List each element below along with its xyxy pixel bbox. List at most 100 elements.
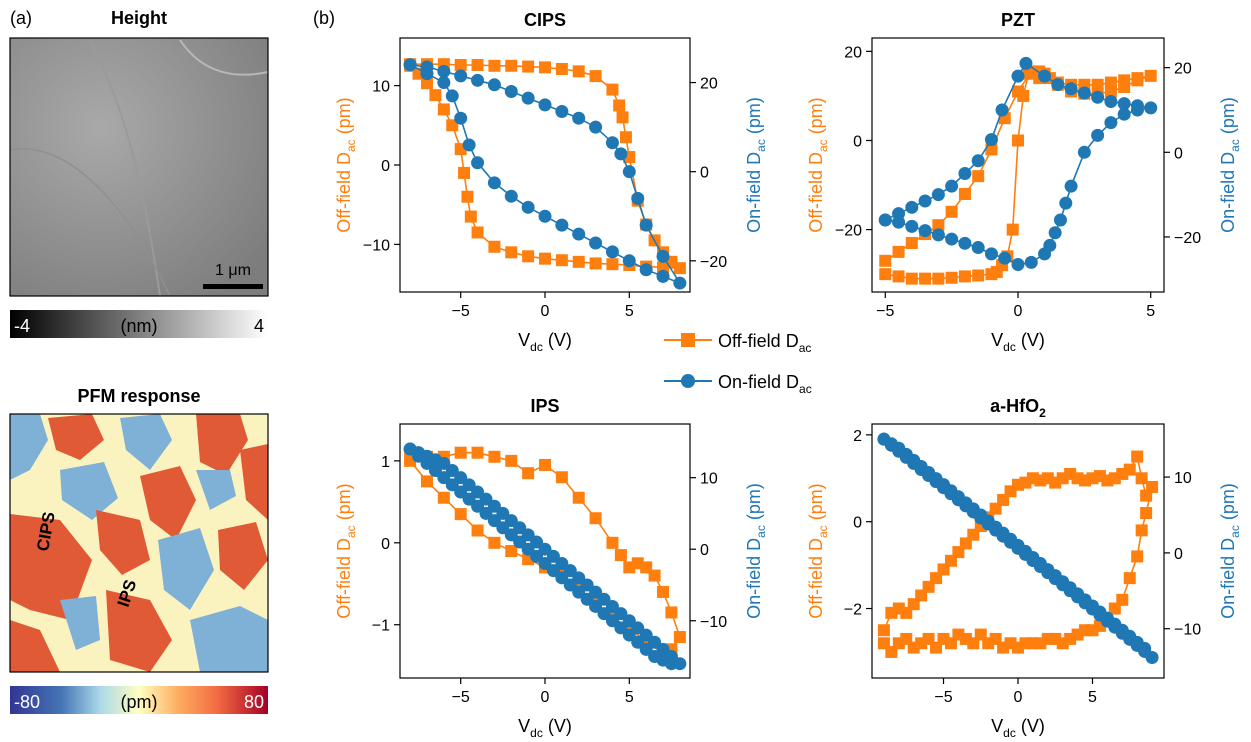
on-field-point bbox=[555, 219, 568, 232]
off-field-point bbox=[606, 84, 618, 96]
y-right-tick-label: 0 bbox=[1174, 145, 1183, 162]
on-field-point bbox=[437, 76, 450, 89]
off-field-point bbox=[959, 270, 971, 282]
off-field-point bbox=[893, 246, 905, 258]
off-field-point bbox=[472, 59, 484, 71]
off-field-point bbox=[472, 447, 484, 459]
y-left-axis-label: Off-field Dac (pm) bbox=[806, 483, 830, 618]
legend: Off-field Dac On-field Dac bbox=[664, 331, 812, 396]
off-field-point bbox=[1146, 481, 1158, 493]
off-field-point bbox=[488, 537, 500, 549]
on-field-point bbox=[463, 138, 476, 151]
y-right-tick-label: −10 bbox=[1174, 622, 1201, 639]
on-field-point bbox=[505, 190, 518, 203]
y-left-tick-label: 2 bbox=[853, 428, 862, 445]
on-field-point bbox=[623, 254, 636, 267]
x-tick-label: 0 bbox=[1014, 303, 1023, 320]
on-field-point bbox=[640, 263, 653, 276]
off-field-point bbox=[1124, 464, 1136, 476]
y-right-tick-label: 0 bbox=[1174, 546, 1183, 563]
off-field-point bbox=[1118, 74, 1130, 86]
on-field-point bbox=[454, 69, 467, 82]
off-field-point bbox=[615, 549, 627, 561]
off-field-point bbox=[590, 70, 602, 82]
on-field-point bbox=[606, 245, 619, 258]
on-field-point bbox=[589, 236, 602, 249]
on-field-point bbox=[958, 167, 971, 180]
on-field-point bbox=[972, 241, 985, 254]
x-tick-label: 5 bbox=[625, 303, 634, 320]
off-field-point bbox=[1131, 550, 1143, 562]
x-axis-label: Vdc (V) bbox=[991, 716, 1045, 740]
off-field-point bbox=[472, 226, 484, 238]
on-field-point bbox=[640, 219, 653, 232]
on-field-point bbox=[471, 74, 484, 87]
off-field-point bbox=[620, 131, 632, 143]
off-field-point bbox=[1012, 85, 1024, 97]
height-image bbox=[10, 38, 268, 296]
legend-on-label: On-field Dac bbox=[718, 372, 812, 396]
on-field-point bbox=[471, 156, 484, 169]
on-field-point bbox=[623, 165, 636, 178]
y-right-tick-label: 20 bbox=[700, 76, 718, 93]
on-field-point bbox=[996, 103, 1009, 116]
on-field-point bbox=[606, 136, 619, 149]
on-field-point bbox=[932, 188, 945, 201]
off-field-point bbox=[946, 272, 958, 284]
off-field-point bbox=[539, 61, 551, 73]
panel-label-b: (b) bbox=[313, 8, 335, 28]
on-field-point bbox=[1059, 197, 1072, 210]
off-field-point bbox=[461, 191, 473, 203]
y-right-tick-label: 0 bbox=[700, 542, 709, 559]
on-field-point bbox=[657, 250, 670, 263]
off-field-point bbox=[1136, 524, 1148, 536]
chart-title: CIPS bbox=[524, 10, 566, 30]
off-field-point bbox=[623, 561, 635, 573]
off-field-point bbox=[472, 525, 484, 537]
x-tick-label: −5 bbox=[934, 689, 952, 706]
off-field-point bbox=[879, 255, 891, 267]
off-field-point bbox=[539, 253, 551, 265]
x-axis-label: Vdc (V) bbox=[518, 716, 572, 740]
x-tick-label: 0 bbox=[541, 303, 550, 320]
on-field-point bbox=[1065, 180, 1078, 193]
height-colorbar-unit: (nm) bbox=[121, 316, 158, 336]
x-tick-label: −5 bbox=[452, 303, 470, 320]
pfm-colorbar-min: -80 bbox=[14, 692, 40, 712]
off-field-point bbox=[438, 492, 450, 504]
off-field-point bbox=[665, 606, 677, 618]
off-field-point bbox=[556, 63, 568, 75]
on-field-point bbox=[1012, 258, 1025, 271]
on-field-point bbox=[505, 85, 518, 98]
on-field-point bbox=[1051, 78, 1064, 91]
y-left-tick-label: −2 bbox=[844, 602, 862, 619]
scalebar-label: 1 μm bbox=[215, 262, 251, 279]
off-field-point bbox=[606, 258, 618, 270]
y-right-tick-label: 10 bbox=[1174, 470, 1192, 487]
off-field-point bbox=[959, 188, 971, 200]
off-field-point bbox=[657, 586, 669, 598]
off-field-point bbox=[919, 273, 931, 285]
off-field-point bbox=[1145, 70, 1157, 82]
off-field-point bbox=[1012, 134, 1024, 146]
off-field-point bbox=[1124, 572, 1136, 584]
on-field-point bbox=[972, 154, 985, 167]
on-field-point bbox=[437, 65, 450, 78]
on-field-point bbox=[1038, 247, 1051, 260]
off-field-point bbox=[590, 512, 602, 524]
off-field-point bbox=[906, 237, 918, 249]
y-right-tick-label: −10 bbox=[700, 614, 727, 631]
height-colorbar-max: 4 bbox=[254, 316, 264, 336]
on-field-point bbox=[555, 105, 568, 118]
on-field-point bbox=[404, 58, 417, 71]
off-field-point bbox=[505, 60, 517, 72]
off-field-point bbox=[455, 59, 467, 71]
chart-2: IPS−5 0 5−101−10010Vdc (V)Off-field Dac (p… bbox=[334, 396, 768, 740]
y-right-tick-label: −20 bbox=[1174, 230, 1201, 247]
y-right-axis-label: On-field Dac (pm) bbox=[1218, 97, 1242, 233]
chart-0: CIPS−5 0 5−10010−20020Vdc (V)Off-field Dac… bbox=[334, 10, 768, 354]
on-field-point bbox=[919, 224, 932, 237]
x-tick-label: 5 bbox=[1146, 303, 1155, 320]
y-left-tick-label: −10 bbox=[363, 237, 390, 254]
off-field-point bbox=[946, 206, 958, 218]
